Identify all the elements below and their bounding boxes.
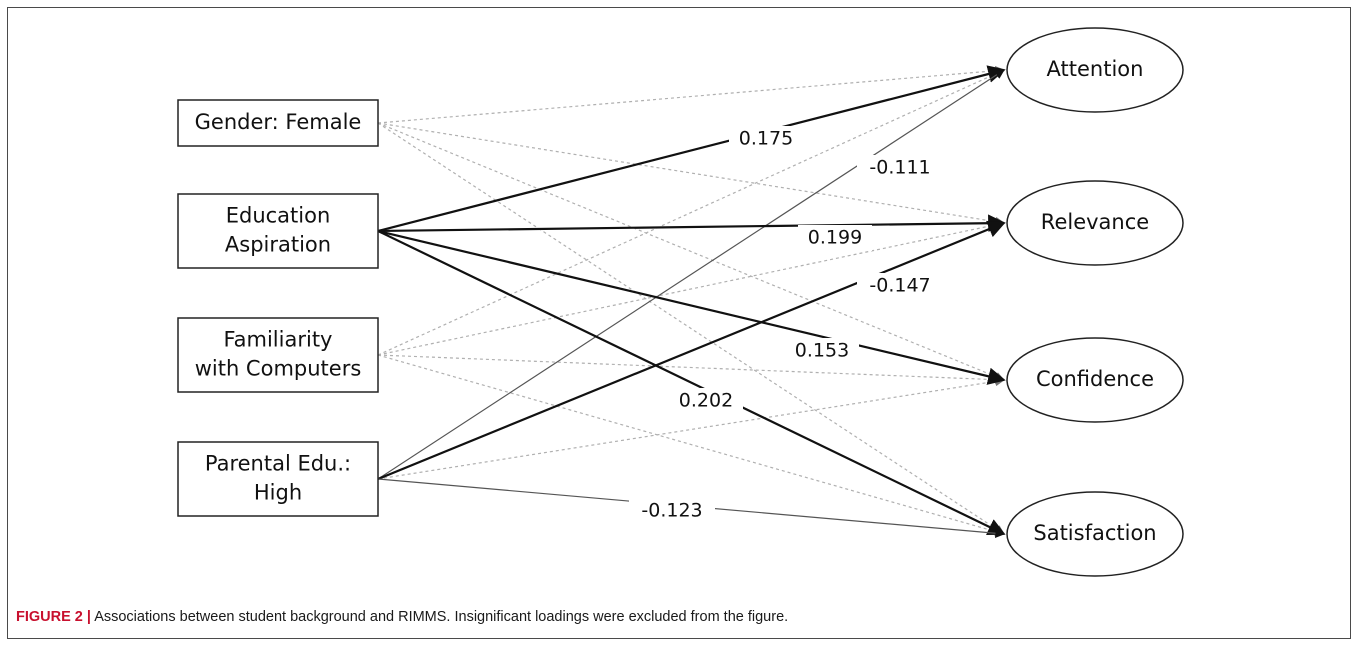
nodes: Gender: Female Education Aspiration Familia…	[177, 27, 1184, 577]
svg-text:-0.147: -0.147	[869, 275, 930, 297]
predictor-label: Parental Edu.:	[205, 452, 351, 476]
insignificant-path-fam-attention	[377, 69, 1005, 356]
loading-label-par-relevance: -0.147	[857, 273, 943, 299]
insignificant-path-gender-relevance	[377, 122, 1005, 227]
insignificant-path-gender-confidence	[377, 122, 1005, 382]
predictor-label: with Computers	[195, 357, 362, 381]
outcome-label: Confidence	[1036, 367, 1154, 391]
significant-path-edu-relevance	[377, 214, 1006, 233]
predictor-label: Aspiration	[225, 233, 331, 257]
significant-path-edu-attention	[377, 65, 1006, 233]
svg-text:0.202: 0.202	[679, 390, 733, 412]
svg-text:0.175: 0.175	[739, 128, 793, 150]
predictor-box-edu: Education Aspiration	[177, 193, 379, 269]
loading-label-par-satisfaction: -0.123	[629, 498, 715, 524]
loading-label-edu-confidence: 0.153	[785, 338, 859, 364]
significant-path-edu-confidence	[377, 229, 1006, 385]
insignificant-path-fam-confidence	[377, 354, 1005, 385]
loading-label-edu-attention: 0.175	[729, 126, 803, 152]
svg-text:-0.111: -0.111	[869, 157, 930, 179]
svg-text:0.153: 0.153	[795, 340, 849, 362]
outcome-label: Relevance	[1041, 210, 1149, 234]
predictor-label: Familiarity	[224, 328, 333, 352]
loading-label-edu-satisfaction: 0.202	[669, 388, 743, 414]
outcome-ellipse-satisfaction: Satisfaction	[1006, 491, 1184, 577]
figure-caption: FIGURE 2 | Associations between student …	[16, 609, 788, 625]
loading-labels: 0.175 -0.111 0.199 -0.147 0.153 0.202 -0.123	[629, 126, 943, 524]
significant-path-edu-satisfaction	[377, 230, 1006, 536]
outcome-label: Attention	[1047, 57, 1144, 81]
predictor-label: Education	[226, 204, 331, 228]
predictor-box-fam: Familiarity with Computers	[177, 317, 379, 393]
caption-text: Associations between student background …	[90, 609, 789, 625]
significant-paths	[377, 65, 1006, 539]
predictor-box-par: Parental Edu.: High	[177, 441, 379, 517]
predictor-label: Gender: Female	[195, 110, 362, 134]
insignificant-path-fam-satisfaction	[377, 354, 1005, 537]
svg-text:-0.123: -0.123	[641, 500, 702, 522]
caption-label: FIGURE 2 |	[16, 609, 91, 625]
significant-path-par-attention	[377, 69, 1005, 480]
svg-text:0.199: 0.199	[808, 227, 862, 249]
outcome-label: Satisfaction	[1033, 521, 1156, 545]
predictor-label: High	[254, 481, 302, 505]
insignificant-path-gender-satisfaction	[377, 122, 1005, 535]
insignificant-path-fam-relevance	[377, 220, 1005, 356]
outcome-ellipse-relevance: Relevance	[1006, 180, 1184, 266]
figure-frame	[7, 7, 1351, 639]
loading-label-edu-relevance: 0.199	[798, 225, 872, 251]
outcome-ellipse-confidence: Confidence	[1006, 337, 1184, 423]
insignificant-path-par-confidence	[377, 376, 1005, 480]
insignificant-paths	[377, 65, 1005, 537]
significant-path-par-relevance	[377, 220, 1006, 481]
insignificant-path-gender-attention	[377, 65, 1005, 124]
outcome-ellipse-attention: Attention	[1006, 27, 1184, 113]
loading-label-par-attention: -0.111	[857, 155, 943, 181]
predictor-box-gender: Gender: Female	[177, 99, 379, 147]
